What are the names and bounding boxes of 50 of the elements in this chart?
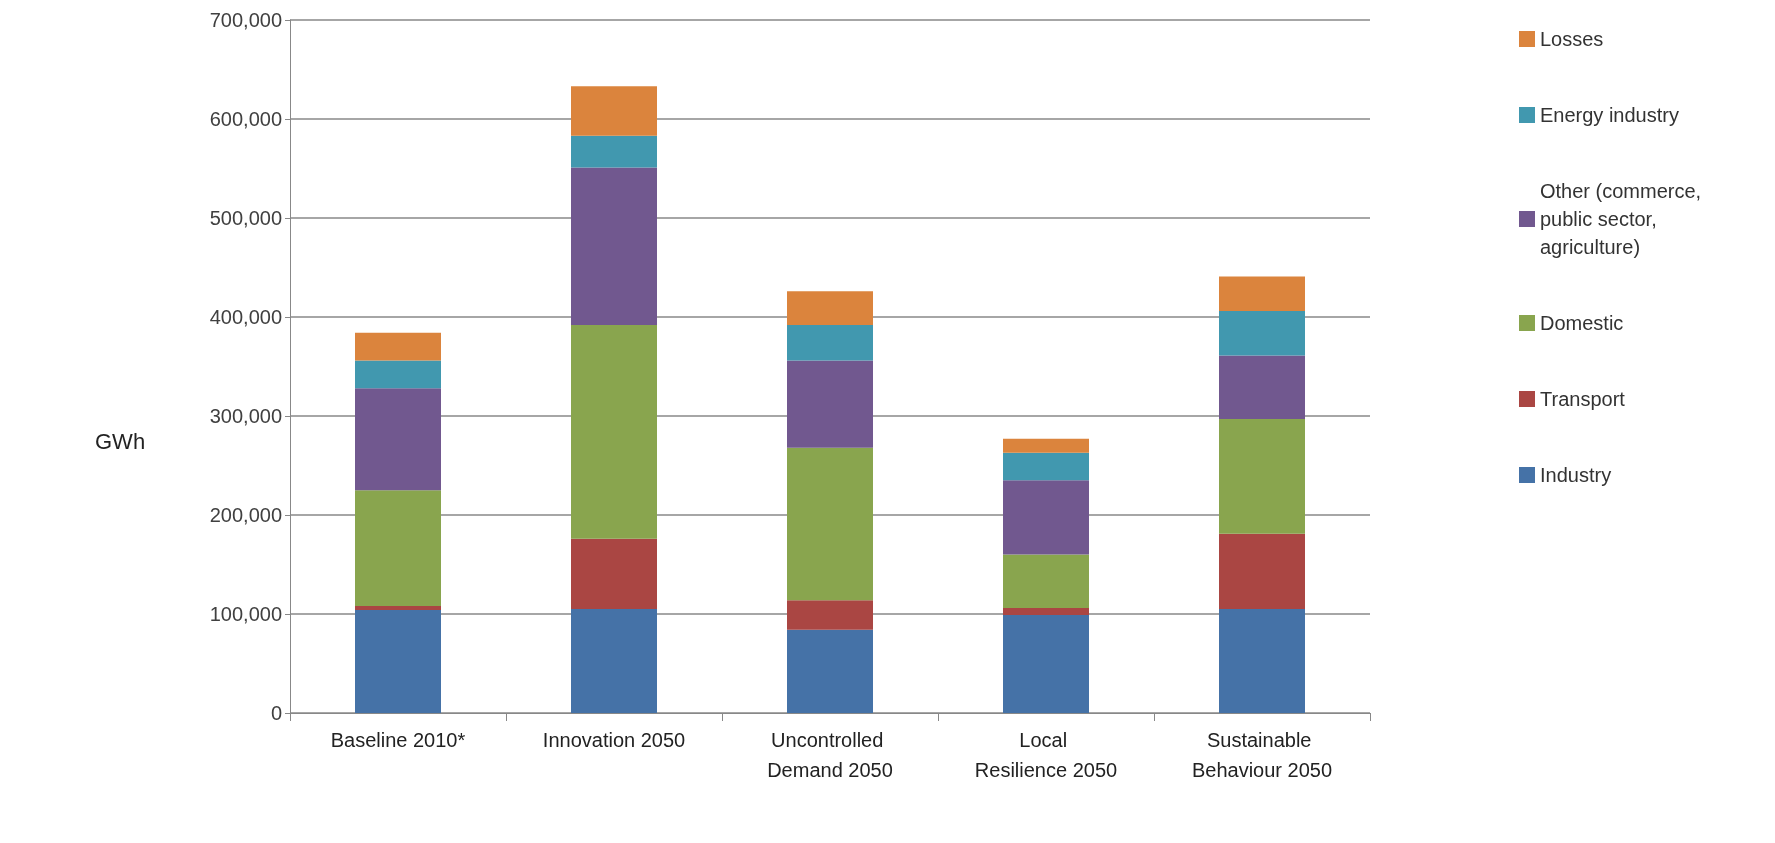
bar bbox=[355, 606, 441, 611]
bar bbox=[1219, 355, 1305, 419]
bar bbox=[571, 324, 657, 539]
bar bbox=[1003, 614, 1089, 713]
bar bbox=[1003, 480, 1089, 555]
legend-label: Transport bbox=[1540, 388, 1626, 410]
y-tick-label: 300,000 bbox=[209, 405, 282, 427]
bar bbox=[787, 324, 873, 361]
bar bbox=[1219, 418, 1305, 534]
bar bbox=[1219, 276, 1305, 312]
y-tick-label: 0 bbox=[270, 702, 282, 724]
legend-label: Energy industry bbox=[1540, 104, 1679, 126]
bar bbox=[355, 490, 441, 607]
bar bbox=[787, 629, 873, 713]
legend-label: Other (commerce, public sector, agriculture) bbox=[1540, 180, 1707, 258]
bar bbox=[571, 609, 657, 713]
bar bbox=[355, 360, 441, 389]
legend-label: Domestic bbox=[1540, 312, 1624, 334]
bar bbox=[571, 167, 657, 325]
x-tick-label: Uncontrolled Demand 2050 bbox=[767, 729, 893, 781]
x-tick-label: Baseline 2010* bbox=[330, 729, 466, 751]
bar bbox=[1003, 452, 1089, 481]
bar bbox=[1003, 608, 1089, 615]
bar bbox=[1219, 609, 1305, 713]
bar bbox=[571, 135, 657, 168]
bar bbox=[1219, 311, 1305, 356]
x-tick-label: Innovation 2050 bbox=[542, 729, 686, 751]
bar bbox=[1003, 438, 1089, 453]
bar bbox=[1219, 533, 1305, 610]
bar bbox=[787, 600, 873, 630]
x-tick-label: Local Resilience 2050 bbox=[974, 729, 1118, 781]
bar bbox=[355, 332, 441, 361]
bar bbox=[355, 388, 441, 491]
y-tick-label: 700,000 bbox=[209, 9, 282, 31]
y-axis-title: GWh bbox=[95, 428, 146, 454]
x-tick-label: Sustainable Behaviour 2050 bbox=[1191, 729, 1333, 781]
bar bbox=[355, 610, 441, 713]
legend-label: Losses bbox=[1540, 28, 1604, 50]
y-tick-label: 600,000 bbox=[209, 108, 282, 130]
y-tick-label: 100,000 bbox=[209, 603, 282, 625]
legend-label: Industry bbox=[1540, 464, 1612, 486]
y-tick-label: 500,000 bbox=[209, 207, 282, 229]
bar bbox=[571, 86, 657, 136]
y-tick-label: 200,000 bbox=[209, 504, 282, 526]
bar bbox=[787, 360, 873, 448]
bar bbox=[787, 291, 873, 325]
bar bbox=[1003, 554, 1089, 609]
bar bbox=[571, 538, 657, 610]
y-tick-label: 400,000 bbox=[209, 306, 282, 328]
bar bbox=[787, 447, 873, 601]
